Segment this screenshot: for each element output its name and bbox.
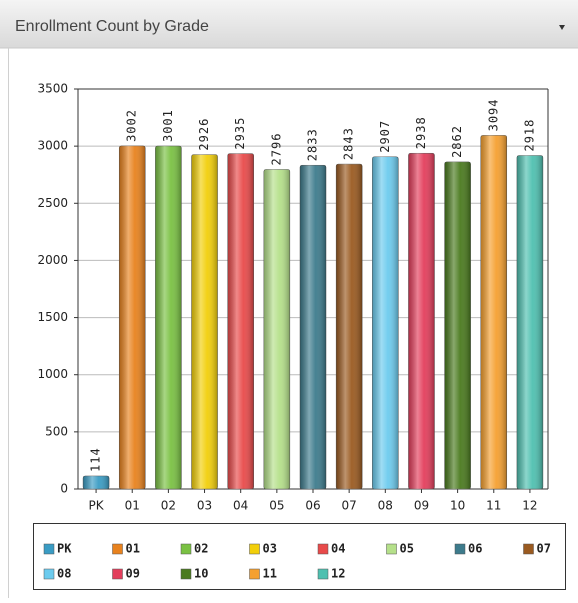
value-label: 2843 [342, 127, 356, 160]
x-tick-label: 12 [522, 499, 537, 513]
x-tick-label: 06 [305, 499, 320, 513]
legend-label: 07 [537, 542, 551, 556]
bar-shading [300, 165, 326, 489]
legend-label: 06 [468, 542, 482, 556]
legend-swatch [317, 568, 329, 580]
bar-shading [408, 153, 435, 489]
legend-swatch [180, 543, 192, 555]
legend-label: 04 [331, 542, 345, 556]
x-tick-label: 08 [378, 499, 393, 513]
value-label: 2796 [269, 133, 283, 166]
legend-label: 02 [194, 542, 208, 556]
x-tick-label: 05 [269, 499, 284, 513]
bar-shading [155, 146, 182, 489]
x-tick-label: 04 [233, 499, 248, 513]
y-tick-label: 3500 [37, 82, 68, 96]
x-tick-label: 07 [342, 499, 357, 513]
bar-shading [480, 135, 507, 489]
bar-shading [227, 153, 254, 490]
value-label: 3002 [125, 109, 139, 142]
legend-box [33, 523, 566, 590]
legend-swatch [249, 568, 260, 580]
plot: 0 500 1000 1500 2000 2500 3000 3500 PK 114 PK 01 300… [37, 82, 551, 581]
panel-title: Enrollment Count by Grade [15, 18, 209, 35]
x-tick-label: 03 [197, 499, 212, 513]
x-tick-label: 11 [486, 499, 501, 513]
legend-label: 09 [126, 567, 140, 581]
x-tick-label: 09 [414, 499, 429, 513]
legend-label: 05 [400, 542, 414, 556]
y-tick-label: 2000 [37, 253, 68, 267]
legend-label: 10 [194, 567, 208, 581]
legend-swatch [112, 543, 123, 555]
value-label: 2935 [233, 117, 247, 150]
value-label: 3001 [161, 109, 175, 142]
legend-label: 11 [263, 567, 277, 581]
value-label: 2926 [197, 118, 211, 151]
x-tick-label: 02 [161, 499, 176, 513]
legend-label: 01 [126, 542, 140, 556]
bar-shading [83, 475, 110, 489]
legend-swatch [43, 543, 55, 555]
value-label: 2918 [522, 119, 536, 152]
value-label: 3094 [486, 98, 500, 131]
legend-swatch [317, 543, 329, 555]
value-label: 2833 [306, 128, 320, 161]
bar-shading [263, 169, 290, 489]
bar-shading [372, 156, 399, 489]
legend-swatch [523, 543, 534, 555]
legend-label: 08 [57, 567, 71, 581]
y-tick-label: 0 [60, 482, 68, 496]
value-label: 114 [89, 447, 103, 472]
value-label: 2938 [414, 116, 428, 149]
y-tick-label: 1000 [37, 367, 68, 381]
legend-swatch [454, 543, 466, 555]
value-label: 2862 [450, 125, 464, 158]
bar-shading [444, 161, 471, 489]
x-tick-label: PK [89, 499, 105, 513]
legend-swatch [43, 568, 55, 580]
legend-label: 03 [263, 542, 277, 556]
legend-swatch [386, 543, 397, 555]
legend-swatch [112, 568, 123, 580]
x-tick-label: 10 [450, 499, 465, 513]
bar-shading [336, 164, 363, 490]
value-label: 2907 [378, 120, 392, 153]
legend-swatch [180, 568, 192, 580]
y-tick-label: 500 [45, 424, 68, 438]
y-tick-label: 3000 [37, 139, 68, 153]
bar-shading [516, 155, 543, 489]
legend-label: 12 [331, 567, 345, 581]
dropdown-arrow[interactable] [559, 25, 565, 30]
legend-swatch [249, 543, 260, 555]
legend-label: PK [57, 542, 72, 556]
y-tick-label: 2500 [37, 196, 68, 210]
bar-shading [119, 145, 146, 489]
y-tick-label: 1500 [37, 310, 68, 324]
bar-shading [191, 154, 218, 489]
x-tick-label: 01 [125, 499, 140, 513]
panel-header [0, 0, 578, 48]
